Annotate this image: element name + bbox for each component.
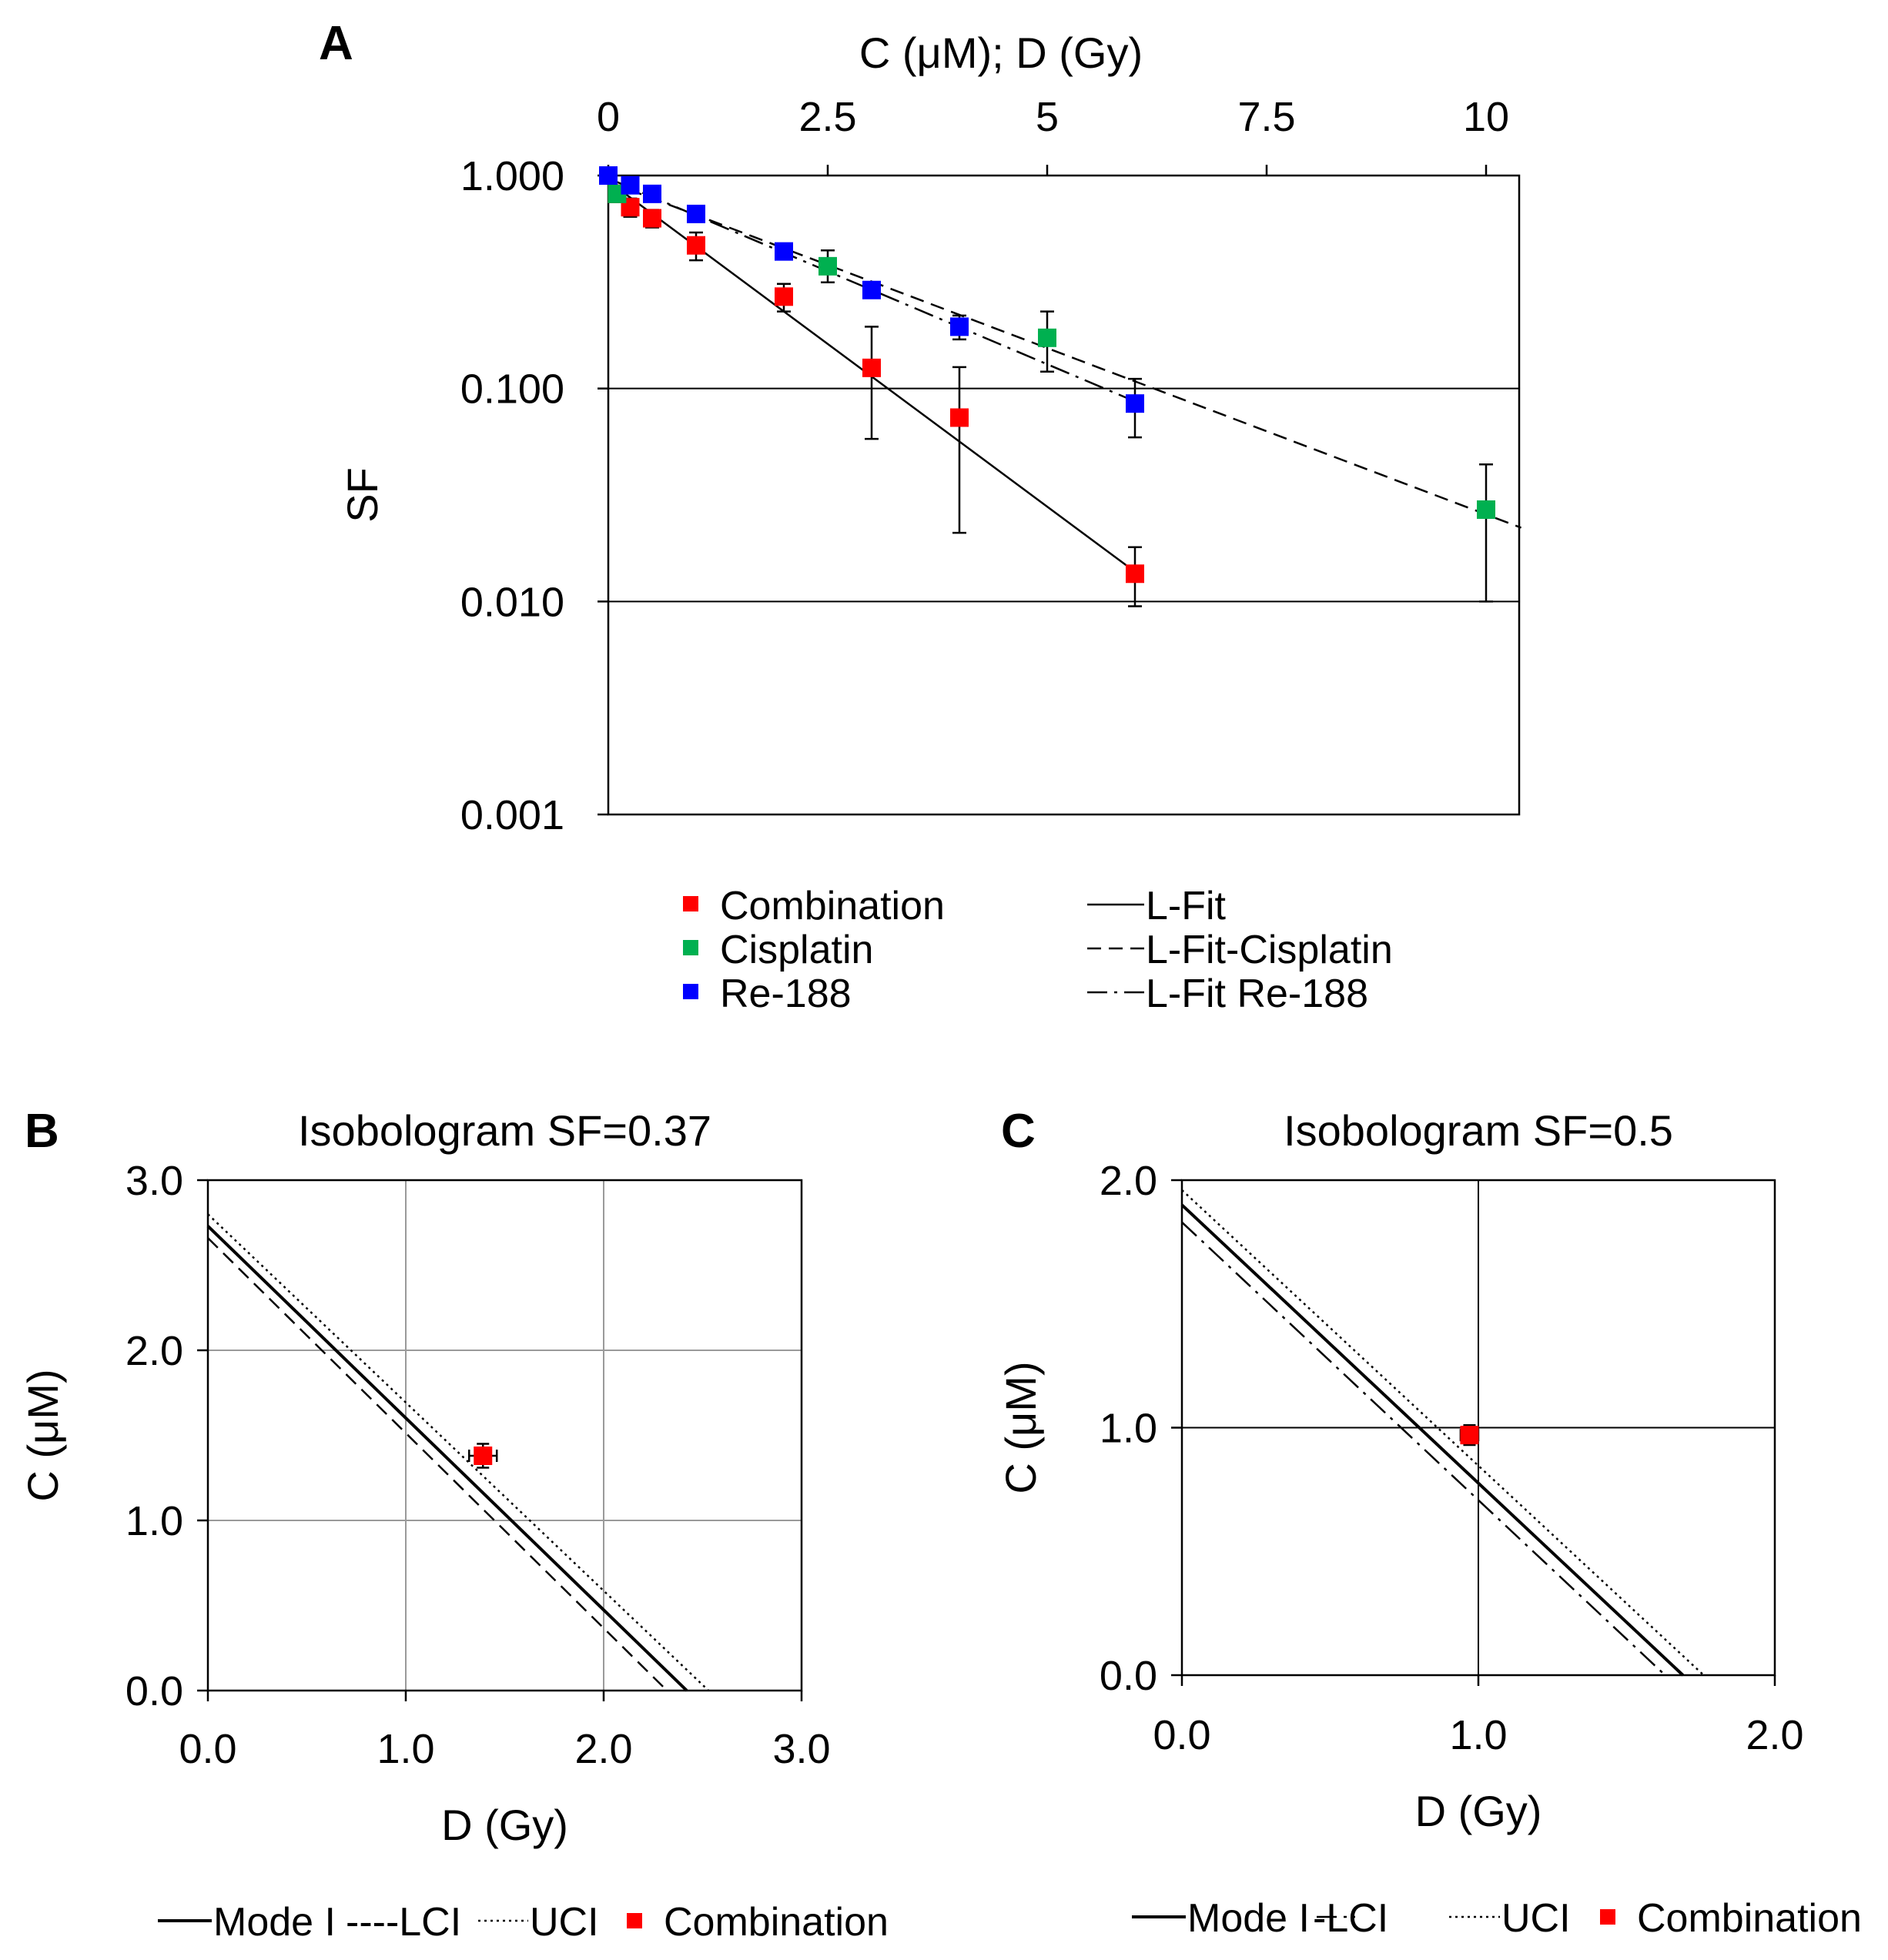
x-tick-label-b: 2.0: [574, 1726, 632, 1772]
x-tick-label-a: 5: [1036, 94, 1059, 140]
isobole-uci-b: [207, 1213, 710, 1691]
legend-swatch-combination-c: [1600, 1909, 1615, 1925]
legend-swatch-re-188: [683, 984, 698, 999]
data-point-combination-c: [1460, 1426, 1479, 1445]
x-tick-label-b: 3.0: [772, 1726, 830, 1772]
legend-swatch-combination: [683, 896, 698, 911]
y-tick-label-b: 3.0: [126, 1158, 183, 1204]
data-point-cisplatin: [818, 256, 837, 276]
data-point-combination: [643, 209, 661, 228]
plot-frame-b: [206, 1179, 803, 1692]
legend-swatch-combination-b: [627, 1913, 642, 1928]
legend-label-l-fit: L-Fit: [1146, 884, 1227, 928]
data-point-combination: [687, 236, 705, 255]
legend-label-mode-i-b: Mode I: [213, 1900, 336, 1945]
data-point-combination: [862, 358, 881, 377]
legend-label-lci-c: -LCI: [1313, 1896, 1388, 1941]
y-tick-label-a: 0.100: [460, 366, 564, 413]
data-point-combination: [1126, 564, 1144, 584]
legend-swatch-cisplatin: [683, 940, 698, 955]
legend-label-uci-b: UCI: [530, 1900, 599, 1945]
y-tick-label-a: 0.001: [460, 792, 564, 838]
legend-label-l-fit-cisplatin: L-Fit-Cisplatin: [1146, 928, 1393, 972]
y-tick-label-a: 1.000: [460, 153, 564, 199]
data-point-re-188: [775, 242, 793, 261]
legend-label-lci-b: ----LCI: [346, 1900, 461, 1945]
isobole-lci-b: [207, 1237, 668, 1691]
legend-label-cisplatin: Cisplatin: [720, 928, 873, 972]
fit-line-l-fit-cisplatin: [608, 180, 1522, 529]
isobole-mode-i-c: [1180, 1203, 1685, 1677]
y-axis-title-c: C (μM): [996, 1361, 1045, 1493]
legend-label-re-188: Re-188: [720, 972, 852, 1016]
x-tick-label-c: 1.0: [1449, 1712, 1507, 1758]
data-point-re-188: [599, 166, 618, 185]
x-tick-label-a: 7.5: [1237, 94, 1295, 140]
x-tick-label-b: 1.0: [377, 1726, 434, 1772]
y-axis-title-a: SF: [338, 467, 387, 523]
data-point-re-188: [643, 184, 661, 203]
isobole-uci-c: [1181, 1189, 1705, 1676]
x-tick-label-b: 0.0: [179, 1726, 236, 1772]
legend-label-uci-c: UCI: [1501, 1896, 1571, 1941]
x-axis-title-c: D (Gy): [1415, 1787, 1542, 1835]
data-point-re-188: [687, 204, 705, 223]
x-axis-title-b: D (Gy): [441, 1801, 568, 1849]
data-point-re-188: [1126, 394, 1144, 413]
legend-label-combination-c: Combination: [1637, 1896, 1862, 1941]
y-tick-label-c: 2.0: [1100, 1158, 1157, 1204]
chart-title-c: Isobologram SF=0.5: [1284, 1106, 1673, 1155]
data-point-combination-b: [474, 1447, 493, 1466]
legend-label-combination: Combination: [720, 884, 945, 928]
isobole-mode-i-b: [206, 1225, 688, 1692]
x-tick-label-c: 2.0: [1746, 1712, 1803, 1758]
chart-b: 0.0 1.0 2.0 3.0 0.0 1.0 2.0 3.0 Isobologram SF=0…: [18, 1106, 889, 1945]
chart-c: 0.0 1.0 2.0 0.0 1.0 2.0 Isobologram SF=0.5 D (G…: [996, 1106, 1862, 1941]
data-point-cisplatin: [1477, 500, 1495, 519]
chart-title-b: Isobologram SF=0.37: [298, 1106, 711, 1155]
panel-label-c: C: [1001, 1105, 1036, 1158]
legend-label-mode-i-c: Mode I: [1187, 1896, 1310, 1941]
x-tick-label-c: 0.0: [1153, 1712, 1210, 1758]
plot-frame-a: [607, 174, 1521, 816]
data-point-cisplatin: [1038, 328, 1056, 347]
y-axis-title-b: C (μM): [18, 1369, 67, 1501]
panel-label-b: B: [25, 1105, 59, 1158]
panel-label-a: A: [319, 17, 353, 70]
legend-label-combination-b: Combination: [664, 1900, 889, 1945]
y-tick-label-b: 1.0: [126, 1498, 183, 1544]
data-point-re-188: [862, 280, 881, 299]
data-point-combination: [950, 408, 969, 427]
y-tick-label-b: 2.0: [126, 1328, 183, 1374]
x-axis-title-a: C (μM); D (Gy): [859, 28, 1143, 77]
y-tick-label-a: 0.010: [460, 579, 564, 625]
x-tick-label-a: 2.5: [798, 94, 856, 140]
data-point-re-188: [950, 317, 969, 336]
y-tick-label-c: 0.0: [1100, 1653, 1157, 1699]
y-tick-label-b: 0.0: [126, 1668, 183, 1714]
x-tick-label-a: 10: [1463, 94, 1509, 140]
chart-a: 0 2.5 5 7.5 10 1.000 0.100 0.010 0.001 C (μM); D …: [338, 28, 1522, 1016]
isobole-lci-c: [1181, 1221, 1666, 1676]
data-point-re-188: [621, 176, 640, 195]
data-point-combination: [775, 287, 793, 306]
legend-label-l-fit-re-188: L-Fit Re-188: [1146, 972, 1368, 1016]
x-tick-label-a: 0: [597, 94, 620, 140]
y-tick-label-c: 1.0: [1100, 1406, 1157, 1452]
